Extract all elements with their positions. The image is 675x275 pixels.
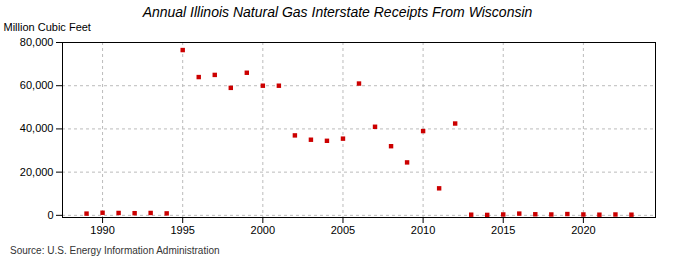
svg-text:2005: 2005 bbox=[331, 224, 355, 236]
svg-text:20,000: 20,000 bbox=[20, 166, 54, 178]
html-text:Source: U.S. Energy Informatio: Source: U.S. Energy Information Administ… bbox=[10, 245, 220, 256]
svg-text:80,000: 80,000 bbox=[20, 36, 54, 48]
svg-text:2000: 2000 bbox=[251, 224, 275, 236]
svg-text:1995: 1995 bbox=[170, 224, 194, 236]
svg-text:1990: 1990 bbox=[90, 224, 114, 236]
svg-text:0: 0 bbox=[47, 209, 53, 221]
svg-text:40,000: 40,000 bbox=[20, 122, 54, 134]
svg-text:Million Cubic Feet: Million Cubic Feet bbox=[4, 21, 91, 33]
svg-text:2010: 2010 bbox=[411, 224, 435, 236]
svg-text:2015: 2015 bbox=[491, 224, 515, 236]
svg-text:60,000: 60,000 bbox=[20, 79, 54, 91]
html-text:Annual Illinois Natural Gas In: Annual Illinois Natural Gas Interstate R… bbox=[142, 4, 533, 20]
svg-text:2020: 2020 bbox=[571, 224, 595, 236]
